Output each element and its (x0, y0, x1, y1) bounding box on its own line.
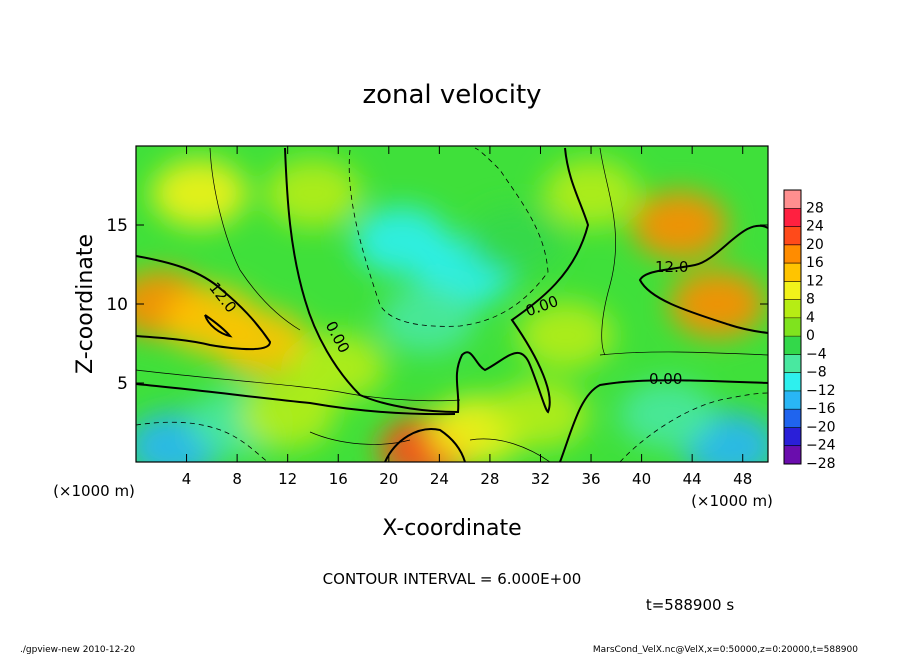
colorbar-tick-label: −24 (806, 438, 836, 454)
y-tick-label: 10 (106, 295, 128, 315)
colorbar-swatch (784, 336, 801, 355)
colorbar-tick-label: −28 (806, 456, 836, 472)
colorbar-tick-label: 12 (806, 273, 824, 289)
contour-label-twelve-right: 12.0 (655, 258, 688, 276)
colorbar-swatch (784, 263, 801, 282)
field-point-2 (214, 309, 311, 378)
colorbar-tick-label: 8 (806, 292, 815, 308)
contour-interval-note: CONTOUR INTERVAL = 6.000E+00 (323, 570, 582, 588)
colorbar-tick-label: 20 (806, 237, 824, 253)
colorbar: 28 24 20 16 12 8 4 0 −4 −8 −12 −16 −20 −24 −28 (783, 189, 836, 472)
colorbar-swatch (784, 354, 801, 374)
contour-lines (135, 147, 769, 463)
footer-right-note: MarsCond_VelX.nc@VelX,x=0:50000,z=0:2000… (593, 645, 858, 654)
colorbar-swatch (784, 317, 801, 337)
x-axis-label: X-coordinate (382, 516, 521, 541)
contour-twelve-left-inner (204, 314, 233, 338)
contour-negative-center (348, 147, 549, 327)
contour-label-zero-lower: 0.00 (649, 370, 682, 388)
field-point-14 (151, 159, 248, 228)
y-tick-label: 5 (117, 374, 128, 394)
contour-thin-upper-left (209, 147, 301, 331)
y-axis-label: Z-coordinate (73, 234, 98, 374)
x-axis-unit-left: (×1000 m) (53, 482, 135, 500)
x-tick-label: 28 (480, 470, 499, 488)
x-tick-label: 24 (430, 470, 449, 488)
x-axis: 4 8 12 16 20 24 28 32 36 40 44 48 (182, 146, 752, 488)
colorbar-swatch (784, 372, 801, 392)
field-point-16 (543, 159, 640, 228)
colorbar-tick-label: −8 (806, 365, 827, 381)
chart-title: zonal velocity (362, 80, 541, 110)
colorbar-tick-label: 4 (806, 310, 815, 326)
colorbar-swatch (784, 208, 801, 228)
colorbar-swatch (784, 190, 801, 209)
colorbar-tick-label: −20 (806, 419, 836, 435)
contour-zero-lower (135, 379, 769, 463)
contour-twelve-right (638, 224, 769, 334)
field-point-15 (264, 159, 361, 228)
contour-twelve-left (135, 255, 272, 351)
x-tick-label: 4 (182, 470, 192, 488)
field-point-4 (631, 191, 728, 259)
colorbar-swatch (784, 427, 801, 447)
contour-twelve-bottom (384, 428, 466, 463)
x-tick-label: 16 (329, 470, 348, 488)
colorbar-tick-label: 28 (806, 200, 824, 216)
field-point-20 (239, 380, 336, 449)
colorbar-swatch (784, 390, 801, 410)
colorbar-tick-label: −4 (806, 346, 827, 362)
colorbar-tick-label: −16 (806, 401, 836, 417)
colorbar-swatch (784, 299, 801, 319)
field-point-9 (378, 285, 475, 354)
colorbar-swatch (784, 226, 801, 246)
contour-negative-bottom-left (135, 421, 269, 463)
colorbar-swatch (784, 281, 801, 301)
x-tick-label: 36 (581, 470, 600, 488)
x-axis-unit-right: (×1000 m) (691, 492, 773, 510)
y-tick-label: 15 (106, 216, 128, 236)
contour-thin-bottom (309, 431, 551, 463)
field-point-17 (517, 301, 614, 370)
field-point-18 (290, 333, 387, 402)
field-point-13 (618, 380, 715, 449)
contour-zero-center (284, 147, 590, 414)
contour-thin-right (599, 147, 616, 356)
field-point-21 (467, 206, 564, 275)
x-tick-label: 44 (683, 470, 702, 488)
colorbar-swatch (784, 409, 801, 428)
footer-left-note: ./gpview-new 2010-12-20 (20, 645, 135, 654)
x-tick-label: 32 (531, 470, 550, 488)
field-point-3 (669, 270, 766, 338)
x-tick-label: 12 (278, 470, 297, 488)
x-tick-label: 48 (733, 470, 752, 488)
x-tick-label: 8 (232, 470, 242, 488)
colorbar-tick-label: 16 (806, 255, 824, 271)
colorbar-tick-label: 0 (806, 328, 815, 344)
colorbar-swatch (784, 244, 801, 264)
colorbar-tick-label: 24 (806, 219, 824, 235)
field-point-19 (492, 380, 589, 449)
time-label: t=588900 s (646, 596, 734, 614)
x-tick-label: 40 (632, 470, 651, 488)
x-tick-label: 20 (379, 470, 398, 488)
colorbar-swatch (784, 445, 801, 465)
plot-area (136, 146, 768, 462)
colorbar-tick-label: −12 (806, 383, 836, 399)
y-axis: 5 10 15 (106, 216, 768, 394)
contour-thin-lower (135, 351, 769, 402)
